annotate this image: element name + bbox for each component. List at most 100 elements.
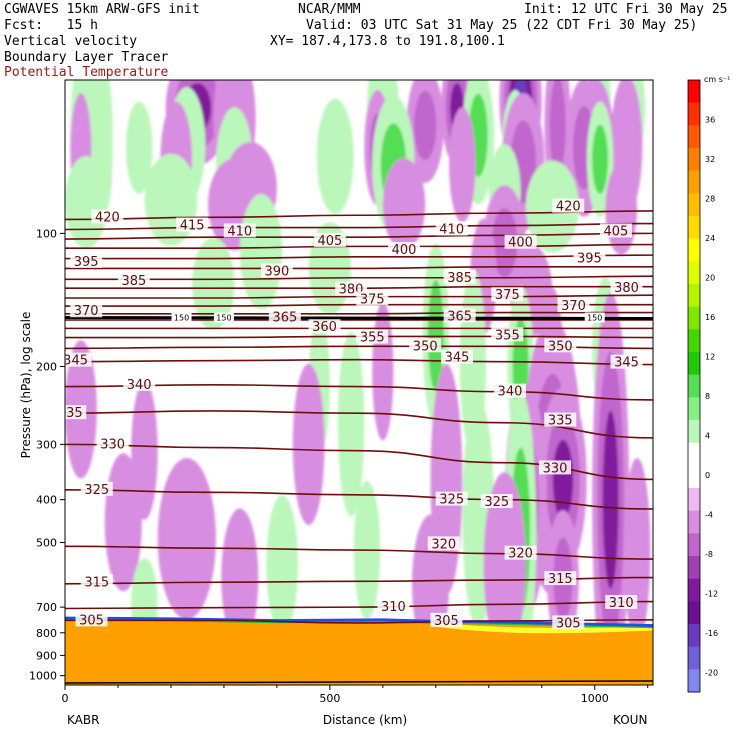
- forecast-hour: Fcst: 15 h: [4, 18, 98, 33]
- colorbar-swatch-6: [688, 216, 700, 240]
- theta-label-29: 345: [614, 356, 639, 371]
- y-tick-label-100: 100: [36, 227, 57, 240]
- x-tick-label-500: 500: [319, 692, 340, 705]
- colorbar-label-16: 16: [705, 313, 715, 322]
- theta-label-bg: [65, 352, 92, 367]
- theta-label-bg: [480, 494, 513, 509]
- theta-label-28: 345: [445, 351, 470, 366]
- theta-label-bg: [504, 545, 537, 560]
- y-tick-label-400: 400: [36, 494, 57, 507]
- y-tick-label-700: 700: [36, 601, 57, 614]
- theta-label-bg: [80, 574, 113, 589]
- colorbar-swatch-8: [688, 261, 700, 285]
- theta-label-bg: [610, 354, 643, 369]
- theta-line-410: [65, 232, 653, 240]
- colorbar-swatch-3: [688, 148, 700, 172]
- theta-label-8: 405: [604, 224, 629, 239]
- theta-label-46: 305: [434, 614, 459, 629]
- theta-label-bg: [430, 612, 463, 627]
- y-axis-label: Pressure (hPa), log scale: [19, 312, 33, 459]
- w-contour-19-0: [316, 98, 354, 215]
- tropopause-label-0: 150: [174, 314, 189, 323]
- theta-line-325: [65, 488, 653, 510]
- theta-label-42: 315: [548, 572, 573, 587]
- w-contour-46-0: [372, 302, 394, 441]
- theta-label-bg: [356, 291, 389, 306]
- theta-line-370: [65, 311, 653, 315]
- y-tick-label-500: 500: [36, 536, 57, 549]
- w-contour-22-0: [449, 107, 476, 223]
- theta-label-14: 385: [447, 271, 472, 286]
- theta-label-bg: [123, 376, 156, 391]
- theta-label-35: 330: [543, 461, 568, 476]
- ground-line: [65, 680, 653, 684]
- theta-label-4: 400: [392, 243, 417, 258]
- theta-line-345: [65, 358, 653, 366]
- theta-label-36: 325: [84, 483, 109, 498]
- theta-label-bg: [409, 338, 442, 353]
- w-contour-66-0: [623, 457, 651, 643]
- theta-label-41: 315: [84, 575, 109, 590]
- colorbar-frame: [687, 79, 701, 693]
- theta-label-bg: [223, 223, 256, 238]
- colorbar-label--12: -12: [705, 589, 718, 598]
- theta-line-400: [65, 254, 653, 260]
- theta-label-bg: [539, 460, 571, 475]
- colorbar-swatch-9: [688, 284, 700, 308]
- w-contour-11-1: [414, 90, 437, 160]
- theta-label-bg: [377, 599, 410, 614]
- theta-label-15: 375: [495, 288, 520, 303]
- colorbar-swatch-26: [688, 669, 700, 693]
- w-contour-59-0: [266, 495, 299, 634]
- theta-label-bg: [268, 309, 301, 324]
- theta-label-31: 340: [498, 385, 523, 400]
- theta-label-40: 320: [508, 547, 533, 562]
- w-contour-32-0: [605, 162, 638, 255]
- plot-frame: [64, 79, 654, 686]
- tropopause-line: [65, 316, 653, 321]
- w-contour-67-0: [131, 381, 158, 520]
- colorbar-swatch-21: [688, 556, 700, 580]
- theta-label-bg: [70, 303, 103, 318]
- y-tick-label-900: 900: [36, 649, 57, 662]
- terrain: [65, 616, 653, 685]
- theta-label-2: 410: [227, 224, 252, 239]
- colorbar-units: cm s⁻¹: [704, 75, 730, 84]
- colorbar-swatch-2: [688, 125, 700, 149]
- theta-label-bg: [544, 412, 577, 427]
- theta-line-405: [65, 243, 653, 249]
- y-tick-label-800: 800: [36, 627, 57, 640]
- x-endpoint-left: KABR: [67, 713, 99, 727]
- theta-label-bg: [544, 571, 577, 586]
- theta-label-9: 395: [74, 255, 99, 270]
- theta-label-bg: [504, 234, 537, 249]
- init-time: Init: 12 UTC Fri 30 May 25: [524, 2, 728, 17]
- theta-label-bg: [557, 298, 590, 313]
- theta-label-23: 355: [360, 331, 385, 346]
- w-contour-62-0: [104, 453, 142, 592]
- w-contour-48-0: [337, 331, 365, 517]
- colorbar-label--20: -20: [705, 668, 718, 677]
- colorbar-swatch-15: [688, 420, 700, 444]
- tropopause-label-2: 150: [587, 314, 602, 323]
- w-contour-41-1: [427, 279, 444, 391]
- colorbar-swatch-10: [688, 306, 700, 330]
- colorbar-swatch-24: [688, 624, 700, 648]
- center-name: NCAR/MMM: [298, 2, 361, 17]
- x-axis: 0 500 1000: [62, 685, 649, 705]
- theta-label-45: 305: [79, 613, 104, 628]
- theta-label-bg: [70, 253, 103, 268]
- theta-label-5: 410: [439, 222, 464, 237]
- theta-label-bg: [356, 329, 389, 344]
- tropopause-label-bg: [584, 312, 605, 323]
- colorbar-label-20: 20: [705, 273, 715, 282]
- colorbar-swatch-12: [688, 352, 700, 376]
- theta-line-395: [65, 265, 653, 270]
- w-contour-50-2: [602, 410, 619, 589]
- theta-label-bg: [544, 338, 577, 353]
- w-contour-8-1: [549, 80, 566, 174]
- cross-section-endpoints: XY= 187.4,173.8 to 191.8,100.1: [270, 34, 505, 49]
- theta-label-bg: [443, 308, 476, 323]
